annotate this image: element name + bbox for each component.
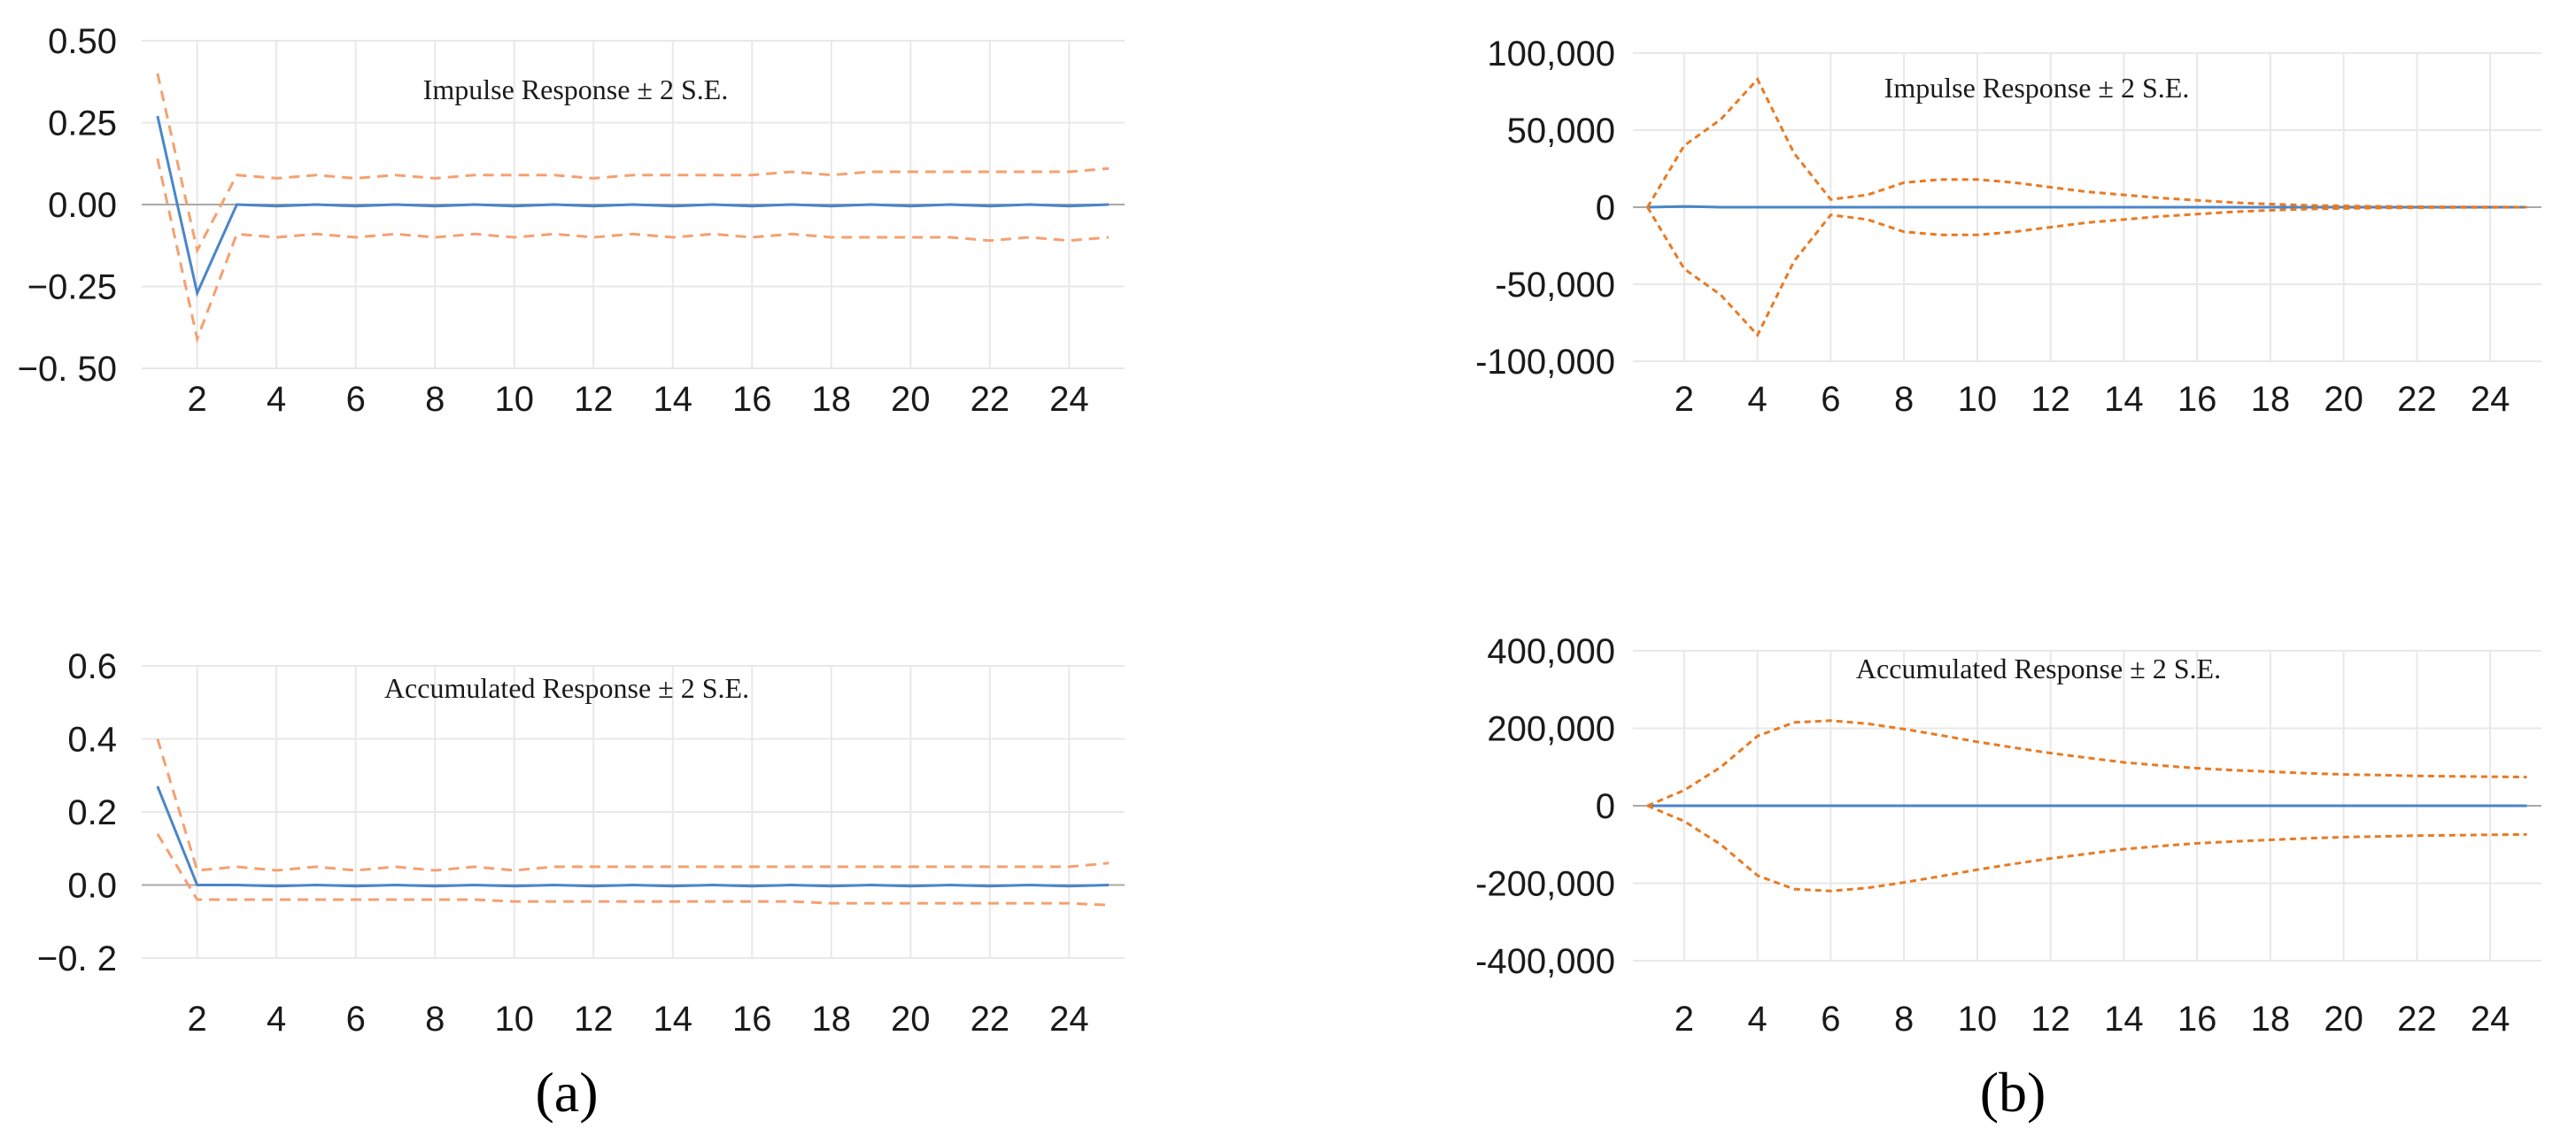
lower-band-line [156,158,1110,344]
y-tick-label: 0.2 [67,793,117,832]
x-tick-label: 24 [2471,1000,2510,1039]
y-tick-label: 0.50 [48,22,117,61]
chart-title: Impulse Response ± 2 S.E. [423,73,729,105]
x-tick-label: 12 [574,380,614,419]
x-tick-label: 14 [654,380,693,419]
x-tick-label: 16 [2178,380,2217,419]
y-tick-label: −0. 50 [18,350,117,389]
x-tick-label: 20 [891,1000,931,1039]
response-line [156,785,1110,888]
x-tick-label: 20 [891,380,931,419]
response-line [1647,205,2527,209]
x-tick-label: 22 [2397,1000,2437,1039]
x-tick-label: 18 [2251,1000,2291,1039]
y-tick-label: 0.0 [67,867,117,906]
x-tick-label: 6 [1821,380,1840,419]
x-tick-label: 8 [425,1000,445,1039]
x-tick-label: 12 [2031,1000,2070,1039]
x-tick-label: 14 [2104,380,2144,419]
x-tick-label: 2 [1675,380,1694,419]
x-tick-label: 18 [2251,380,2291,419]
x-tick-label: 24 [1049,1000,1089,1039]
x-tick-label: 18 [812,380,852,419]
y-tick-label: -100,000 [1475,343,1615,382]
lower-band-line [1646,804,2527,893]
y-tick-label: −0. 2 [37,939,117,978]
x-tick-label: 10 [1958,380,1998,419]
y-tick-label: 0.6 [67,647,117,686]
x-tick-label: 24 [1049,380,1089,419]
accumulated-response-chart-a: 0.60.40.20.0−0. 22 4 6 8 10 12 14 16 18 20 22 24Acc… [37,647,1125,1039]
x-tick-label: 20 [2324,380,2363,419]
x-tick-label: 6 [1821,1000,1840,1039]
x-tick-label: 22 [971,380,1010,419]
y-tick-label: 400,000 [1487,632,1615,671]
x-tick-label: 2 [1675,1000,1694,1039]
x-tick-label: 16 [732,1000,772,1039]
y-tick-label: 0.4 [67,721,117,760]
y-tick-label: -50,000 [1495,266,1615,305]
upper-band-line [1646,719,2527,808]
x-tick-label: 12 [574,1000,614,1039]
panel-label-a: (a) [535,1061,598,1124]
impulse-response-chart-a: 0.500.250.00−0.25−0. 502 4 6 8 10 12 14 16 18 20 2… [18,22,1125,419]
y-tick-label: 0 [1596,189,1615,228]
chart-title: Impulse Response ± 2 S.E. [1884,72,2190,104]
lower-band-line [1646,205,2527,338]
response-line [156,115,1110,298]
panel-label-b: (b) [1980,1061,2046,1124]
y-tick-label: -200,000 [1475,865,1615,904]
x-tick-label: 10 [494,380,534,419]
y-tick-label: 0.25 [48,104,117,143]
x-tick-label: 12 [2031,380,2070,419]
x-tick-label: 14 [2104,1000,2144,1039]
x-tick-label: 10 [494,1000,534,1039]
upper-band-line [1646,76,2527,209]
x-tick-label: 6 [346,1000,366,1039]
x-tick-label: 4 [1748,380,1768,419]
x-tick-label: 4 [1748,1000,1768,1039]
chart-title: Accumulated Response ± 2 S.E. [1856,653,2221,684]
lower-band-line [156,833,1110,907]
x-tick-label: 4 [267,380,286,419]
x-tick-label: 18 [812,1000,852,1039]
y-tick-label: 0.00 [48,186,117,225]
chart-title: Accumulated Response ± 2 S.E. [384,672,749,704]
x-tick-label: 8 [1894,1000,1914,1039]
y-tick-label: 200,000 [1487,710,1615,749]
y-tick-label: -400,000 [1475,942,1615,981]
y-tick-label: 0 [1596,787,1615,826]
y-tick-label: 50,000 [1507,112,1615,151]
x-tick-label: 14 [654,1000,693,1039]
x-tick-label: 4 [267,1000,286,1039]
x-tick-label: 20 [2324,1000,2363,1039]
y-tick-label: −0.25 [27,268,117,307]
x-tick-label: 8 [425,380,445,419]
x-tick-label: 16 [732,380,772,419]
x-tick-label: 8 [1894,380,1914,419]
upper-band-line [156,738,1110,872]
x-tick-label: 2 [188,380,207,419]
x-tick-label: 22 [971,1000,1010,1039]
y-tick-label: 100,000 [1487,35,1615,73]
x-tick-label: 24 [2471,380,2510,419]
x-tick-label: 2 [188,1000,207,1039]
x-tick-label: 10 [1958,1000,1998,1039]
x-tick-label: 22 [2397,380,2437,419]
upper-band-line [156,73,1110,255]
x-tick-label: 16 [2178,1000,2217,1039]
x-tick-label: 6 [346,380,366,419]
